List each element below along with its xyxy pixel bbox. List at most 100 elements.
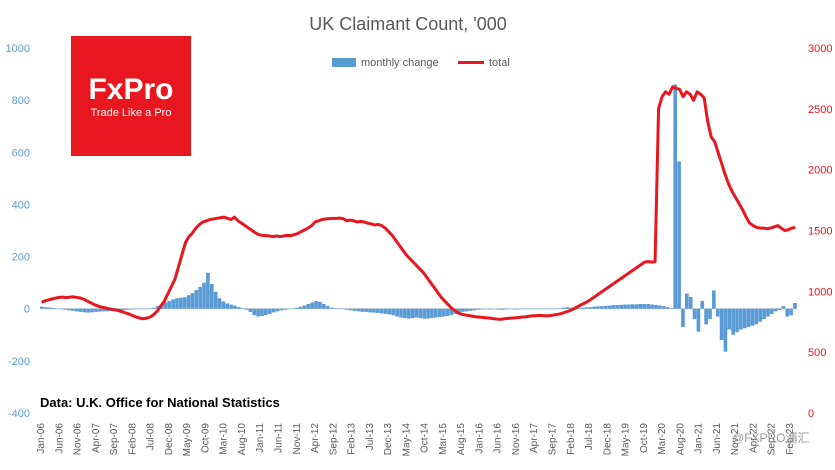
bar-monthly-change	[654, 305, 658, 309]
bar-monthly-change	[171, 299, 175, 309]
y-right-tick-label: 3000	[808, 43, 832, 55]
bar-monthly-change	[712, 290, 716, 309]
bar-monthly-change	[441, 308, 446, 317]
bar-monthly-change	[542, 308, 546, 310]
x-tick-label: Mar-15	[438, 423, 449, 455]
bar-monthly-change	[430, 308, 434, 319]
bar-monthly-change	[94, 308, 98, 312]
bar-monthly-change	[646, 304, 651, 309]
bar-monthly-change	[225, 303, 230, 309]
bar-monthly-change	[511, 308, 515, 310]
bar-monthly-change	[538, 308, 542, 310]
y-left-tick-label: 600	[12, 147, 30, 159]
bar-monthly-change	[59, 308, 63, 310]
bar-monthly-change	[105, 308, 110, 312]
bar-monthly-change	[607, 305, 612, 309]
bar-monthly-change	[657, 305, 662, 309]
bar-monthly-change	[202, 282, 206, 309]
bar-monthly-change	[739, 308, 743, 330]
x-tick-label: Sep-12	[328, 423, 339, 456]
bar-monthly-change	[630, 304, 635, 309]
bar-monthly-change	[766, 308, 770, 317]
bar-monthly-change	[457, 308, 461, 313]
bar-monthly-change	[101, 308, 106, 312]
bar-monthly-change	[530, 308, 535, 310]
bar-monthly-change	[121, 308, 125, 311]
bar-monthly-change	[124, 308, 129, 310]
bar-monthly-change	[557, 308, 562, 309]
bar-monthly-change	[260, 308, 264, 317]
bar-monthly-change	[387, 308, 392, 315]
bar-monthly-change	[244, 308, 249, 310]
bar-monthly-change	[43, 307, 48, 309]
bar-monthly-change	[708, 308, 712, 320]
bar-monthly-change	[329, 307, 334, 309]
bar-monthly-change	[623, 304, 627, 309]
bar-monthly-change	[615, 305, 620, 309]
x-tick-label: Nov-06	[73, 423, 84, 456]
bar-monthly-change	[182, 297, 187, 309]
x-tick-label: Feb-08	[127, 423, 138, 455]
bar-monthly-change	[291, 308, 295, 310]
bar-monthly-change	[522, 308, 527, 310]
bar-monthly-change	[731, 308, 735, 335]
y-right-tick-label: 2500	[808, 104, 832, 116]
bar-monthly-change	[236, 307, 241, 309]
x-tick-label: Jun-11	[274, 423, 285, 453]
bar-monthly-change	[376, 308, 380, 313]
x-tick-label: Sep-07	[109, 423, 120, 456]
bar-monthly-change	[750, 308, 755, 326]
bar-monthly-change	[549, 308, 554, 310]
x-tick-label: Sep-22	[767, 423, 778, 456]
bar-monthly-change	[661, 306, 666, 309]
bar-monthly-change	[414, 308, 419, 318]
bar-monthly-change	[256, 308, 260, 317]
bar-monthly-change	[314, 300, 318, 309]
bar-monthly-change	[460, 308, 465, 312]
legend-label-total: total	[489, 57, 510, 69]
bar-monthly-change	[449, 308, 454, 315]
x-tick-label: Jan-11	[255, 423, 266, 453]
bar-monthly-change	[252, 308, 257, 316]
x-tick-label: Apr-22	[749, 423, 760, 453]
bar-monthly-change	[480, 308, 484, 310]
bar-monthly-change	[669, 308, 674, 309]
bar-monthly-change	[40, 306, 44, 309]
bar-monthly-change	[704, 308, 708, 325]
bar-monthly-change	[665, 307, 670, 309]
bar-monthly-change	[47, 307, 52, 309]
x-tick-label: May-19	[621, 423, 632, 457]
bar-monthly-change	[337, 308, 342, 310]
x-tick-label: Apr-17	[529, 423, 540, 453]
bar-monthly-change	[82, 308, 87, 313]
bar-monthly-change	[136, 308, 141, 310]
bar-monthly-change	[78, 308, 83, 312]
bar-monthly-change	[638, 304, 643, 309]
x-tick-label: Dec-18	[602, 423, 613, 456]
bar-monthly-change	[221, 301, 226, 309]
legend-label-monthly-change: monthly change	[361, 57, 439, 69]
bar-monthly-change	[209, 283, 214, 309]
bar-monthly-change	[90, 308, 94, 313]
bar-monthly-change	[175, 298, 179, 309]
bar-monthly-change	[391, 308, 396, 316]
bar-monthly-change	[422, 308, 427, 319]
x-tick-label: Jun-21	[712, 423, 723, 454]
total-line	[41, 85, 796, 321]
bar-monthly-change	[692, 308, 697, 320]
bar-monthly-change	[592, 306, 596, 309]
bar-monthly-change	[364, 308, 369, 312]
bar-monthly-change	[140, 308, 145, 310]
x-tick-label: May-09	[182, 423, 193, 457]
x-tick-label: Aug-15	[456, 423, 467, 456]
bar-monthly-change	[399, 308, 403, 318]
bar-monthly-change	[318, 301, 322, 309]
x-tick-label: Jan-21	[694, 423, 705, 454]
bar-monthly-change	[758, 308, 763, 322]
legend-swatch-monthly-change	[332, 58, 356, 67]
bar-monthly-change	[569, 307, 573, 309]
bar-monthly-change	[418, 308, 423, 319]
bar-monthly-change	[128, 308, 133, 310]
x-tick-label: Nov-16	[511, 423, 522, 456]
bar-monthly-change	[619, 304, 623, 309]
